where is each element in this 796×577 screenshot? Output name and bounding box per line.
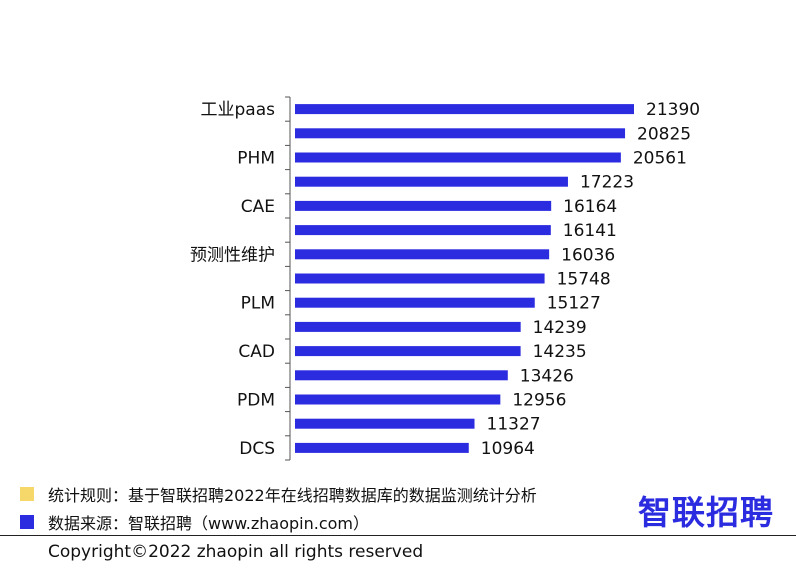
bar <box>295 104 634 115</box>
bar <box>295 273 545 284</box>
bar <box>295 152 621 163</box>
bar <box>295 394 501 405</box>
bar-value-label: 13426 <box>520 366 574 386</box>
zhaopin-logo: 智联招聘 <box>638 493 774 532</box>
category-label: 预测性维护 <box>190 245 275 265</box>
category-label: 工业paas <box>201 100 276 120</box>
bar <box>295 249 550 260</box>
bar <box>295 200 552 211</box>
bar-value-label: 20561 <box>633 149 687 169</box>
category-label: PHM <box>237 149 275 169</box>
bar-value-label: 15748 <box>557 270 611 290</box>
bar-value-label: 21390 <box>646 100 700 120</box>
bar <box>295 370 508 381</box>
bar <box>295 297 535 308</box>
bar-value-label: 17223 <box>580 173 634 193</box>
source-note: 数据来源：智联招聘（www.zhaopin.com） <box>20 510 369 534</box>
bar-value-label: 15127 <box>547 294 601 314</box>
bar-value-label: 16141 <box>563 221 617 241</box>
bar <box>295 442 469 453</box>
bar <box>295 321 521 332</box>
bar-value-label: 14235 <box>533 342 587 362</box>
bar-value-label: 20825 <box>637 124 691 144</box>
rule-note-text: 统计规则：基于智联招聘2022年在线招聘数据库的数据监测统计分析 <box>48 486 537 505</box>
rule-note-swatch <box>20 487 34 501</box>
category-label: DCS <box>239 439 275 459</box>
bar <box>295 418 475 429</box>
footer-divider <box>0 535 796 536</box>
bar <box>295 128 626 139</box>
bar <box>295 176 568 187</box>
source-note-swatch <box>20 515 34 529</box>
bar <box>295 225 551 236</box>
bar-value-label: 11327 <box>487 415 541 435</box>
bar-chart: 21390 工业paas 20825 20561 PHM 17223 16164 CAE 161… <box>190 96 700 461</box>
source-note-text: 数据来源：智联招聘（www.zhaopin.com） <box>48 514 370 533</box>
category-label: PLM <box>241 294 275 314</box>
bar-value-label: 12956 <box>512 391 566 411</box>
category-label: PDM <box>237 391 275 411</box>
rule-note: 统计规则：基于智联招聘2022年在线招聘数据库的数据监测统计分析 <box>20 482 537 506</box>
category-label: CAE <box>241 197 275 217</box>
bar-value-label: 16164 <box>563 197 617 217</box>
bar-value-label: 10964 <box>481 439 535 459</box>
bar-value-label: 16036 <box>561 245 615 265</box>
copyright: Copyright©2022 zhaopin all rights reserv… <box>48 542 424 562</box>
bar-value-label: 14239 <box>533 318 587 338</box>
category-label: CAD <box>238 342 275 362</box>
bar <box>295 346 521 357</box>
